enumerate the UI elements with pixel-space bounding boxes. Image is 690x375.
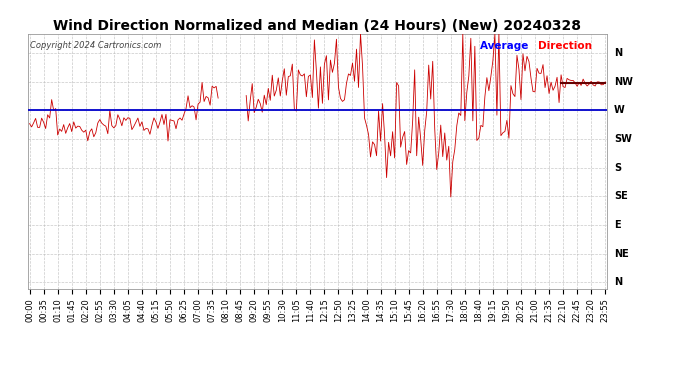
Text: Average: Average (480, 41, 532, 51)
Text: Direction: Direction (538, 41, 591, 51)
Text: SE: SE (614, 191, 628, 201)
Text: NE: NE (614, 249, 629, 259)
Text: NW: NW (614, 76, 633, 87)
Text: Copyright 2024 Cartronics.com: Copyright 2024 Cartronics.com (30, 41, 162, 50)
Text: S: S (614, 163, 621, 172)
Text: E: E (614, 220, 621, 230)
Text: N: N (614, 278, 622, 287)
Text: SW: SW (614, 134, 632, 144)
Text: N: N (614, 48, 622, 58)
Text: W: W (614, 105, 625, 115)
Title: Wind Direction Normalized and Median (24 Hours) (New) 20240328: Wind Direction Normalized and Median (24… (53, 19, 582, 33)
